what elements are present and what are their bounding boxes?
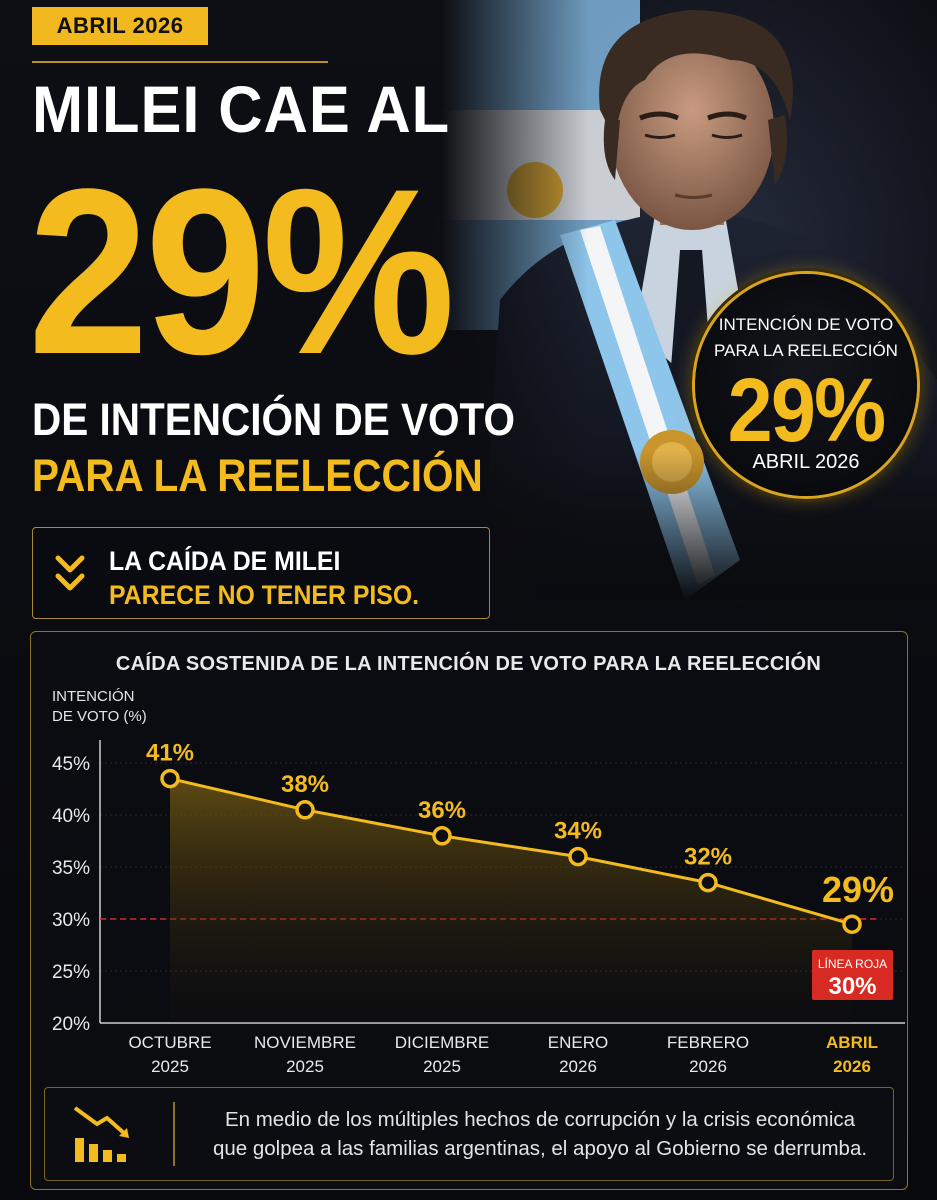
medallion-date: ABRIL 2026	[752, 451, 860, 473]
data-label: 32%	[684, 844, 732, 871]
medallion-value: 29%	[727, 361, 887, 461]
red-line-badge-value: 30%	[828, 973, 876, 1000]
medallion: INTENCIÓN DE VOTO PARA LA REELECCIÓN 29%…	[695, 274, 917, 496]
x-tick-label: ABRIL	[826, 1033, 878, 1052]
data-label: 41%	[146, 740, 194, 767]
headline-percentage: 29%	[28, 140, 455, 404]
x-tick-label: ENERO	[548, 1033, 608, 1052]
x-tick-label: 2025	[286, 1057, 324, 1076]
data-label: 34%	[554, 818, 602, 845]
red-line-badge	[812, 950, 893, 1000]
footer-text-line1: En medio de los múltiples hechos de corr…	[224, 1108, 856, 1131]
divider	[32, 61, 328, 63]
double-chevron-down-icon	[55, 555, 85, 591]
declining-chart-icon	[73, 1106, 129, 1162]
y-tick-label: 25%	[52, 962, 90, 983]
data-point	[698, 872, 718, 893]
footer-box: En medio de los múltiples hechos de corr…	[44, 1087, 894, 1181]
x-tick-label: OCTUBRE	[128, 1033, 211, 1052]
x-tick-label: 2026	[689, 1057, 727, 1076]
y-axis-label-line2: DE VOTO (%)	[52, 708, 147, 725]
y-tick-label: 40%	[52, 806, 90, 827]
data-label: 29%	[822, 869, 894, 910]
chart-title: CAÍDA SOSTENIDA DE LA INTENCIÓN DE VOTO …	[115, 653, 822, 675]
data-point	[842, 914, 862, 934]
x-tick-label: 2026	[559, 1057, 597, 1076]
data-point	[568, 846, 588, 867]
data-point	[295, 800, 315, 820]
x-tick-label: NOVIEMBRE	[254, 1033, 356, 1052]
callout-line2: PARECE NO TENER PISO.	[109, 580, 420, 610]
y-tick-label: 45%	[52, 754, 90, 775]
footer-text-line2: que golpea a las familias argentinas, el…	[212, 1137, 868, 1160]
data-point	[432, 826, 452, 846]
x-tick-label: 2025	[423, 1057, 461, 1076]
x-tick-label: 2026	[833, 1057, 871, 1076]
data-label: 38%	[281, 771, 329, 798]
callout-line1: LA CAÍDA DE MILEI	[109, 546, 341, 576]
callout-box: LA CAÍDA DE MILEI PARECE NO TENER PISO.	[32, 527, 490, 619]
data-point	[160, 768, 180, 789]
x-tick-label: DICIEMBRE	[395, 1033, 489, 1052]
y-tick-label: 35%	[52, 858, 90, 879]
area-fill	[170, 778, 852, 1023]
y-tick-label: 30%	[52, 910, 90, 931]
y-tick-label: 20%	[52, 1014, 90, 1035]
medallion-line2: PARA LA REELECCIÓN	[714, 341, 898, 360]
footer-divider	[173, 1102, 175, 1166]
series-line	[169, 777, 853, 926]
medallion-line1: INTENCIÓN DE VOTO	[718, 315, 894, 334]
headline-sub2: PARA LA REELECCIÓN	[32, 450, 483, 501]
x-tick-label: 2025	[151, 1057, 189, 1076]
red-line-badge-label: LÍNEA ROJA	[818, 956, 887, 971]
headline-line1: MILEI CAE AL	[32, 72, 451, 146]
x-tick-label: FEBRERO	[667, 1033, 749, 1052]
data-label: 36%	[418, 797, 466, 824]
footer-text: En medio de los múltiples hechos de corr…	[195, 1105, 885, 1163]
y-axis-label-line1: INTENCIÓN	[52, 688, 135, 705]
headline-sub1: DE INTENCIÓN DE VOTO	[32, 394, 516, 445]
date-badge: ABRIL 2026	[32, 7, 208, 45]
